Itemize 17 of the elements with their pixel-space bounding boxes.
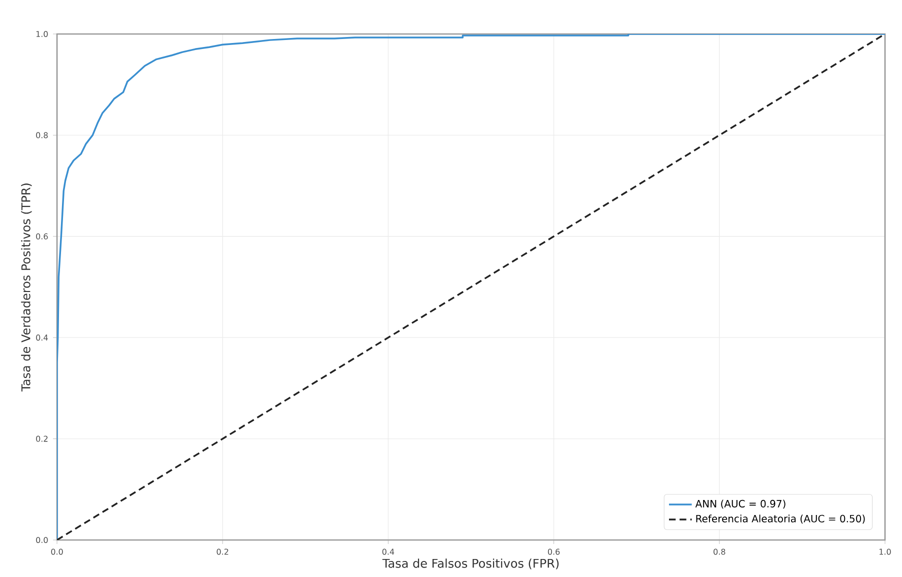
x-axis-title: Tasa de Falsos Positivos (FPR)	[382, 558, 559, 570]
y-tick-label: 0.2	[36, 436, 48, 442]
x-tick-label: 0.2	[216, 548, 228, 555]
x-tick-label: 0.4	[382, 548, 394, 555]
y-tick-label: 0.4	[36, 334, 48, 341]
y-tick-label: 0.8	[36, 132, 48, 138]
x-tick-label: 0.8	[714, 548, 726, 555]
legend-label: ANN (AUC = 0.97)	[695, 500, 786, 509]
y-tick-label: 1.0	[36, 30, 48, 38]
line-series	[57, 34, 886, 540]
x-tick-label: 0.0	[51, 548, 63, 555]
x-tick-label: 1.0	[880, 548, 891, 555]
x-tick-label: 0.6	[548, 548, 560, 555]
y-axis-title: Tasa de Verdaderos Positivos (TPR)	[21, 184, 32, 392]
y-tick-label: 0.0	[36, 536, 48, 543]
y-tick-label: 0.6	[36, 233, 48, 240]
legend-label: Referencia Aleatoria (AUC = 0.50)	[696, 514, 865, 524]
